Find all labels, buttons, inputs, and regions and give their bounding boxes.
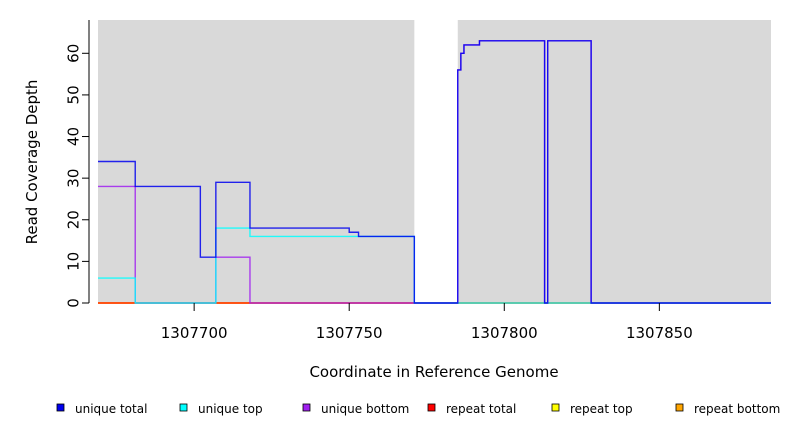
y-tick-label-30: 30 [65,169,83,188]
y-tick-label-40: 40 [65,127,83,146]
x-tick-label-1307700: 1307700 [161,324,228,342]
gap-region-0 [414,20,458,303]
series-unique-total [98,40,771,304]
y-tick-label-20: 20 [65,210,83,229]
legend-label-unique-top: unique top [198,402,263,416]
legend-swatch-repeat-total [427,403,436,412]
legend-swatch-repeat-bottom [675,403,684,412]
legend-swatch-unique-top [179,403,188,412]
legend-label-unique-total: unique total [75,402,147,416]
legend-swatch-unique-total [56,403,65,412]
y-axis-title: Read Coverage Depth [23,80,41,245]
legend-swatch-repeat-top [551,403,560,412]
y-tick-label-0: 0 [65,298,83,308]
x-axis: 1307700 1307750 1307800 1307850 [161,303,693,342]
y-tick-label-60: 60 [65,44,83,63]
x-tick-label-1307750: 1307750 [316,324,383,342]
y-tick-label-50: 50 [65,85,83,104]
legend-label-unique-bottom: unique bottom [321,402,409,416]
x-axis-title: Coordinate in Reference Genome [309,363,558,381]
legend: unique total unique top unique bottom repea… [56,402,780,416]
legend-label-repeat-total: repeat total [446,402,516,416]
y-tick-label-10: 10 [65,252,83,271]
gap-regions [414,20,458,303]
x-tick-label-1307850: 1307850 [626,324,693,342]
legend-label-repeat-bottom: repeat bottom [694,402,780,416]
series-lines [98,40,771,304]
legend-label-repeat-top: repeat top [570,402,633,416]
x-tick-label-1307800: 1307800 [471,324,538,342]
y-axis: 0 10 20 30 40 50 60 [65,20,90,308]
legend-swatch-unique-bottom [302,403,311,412]
